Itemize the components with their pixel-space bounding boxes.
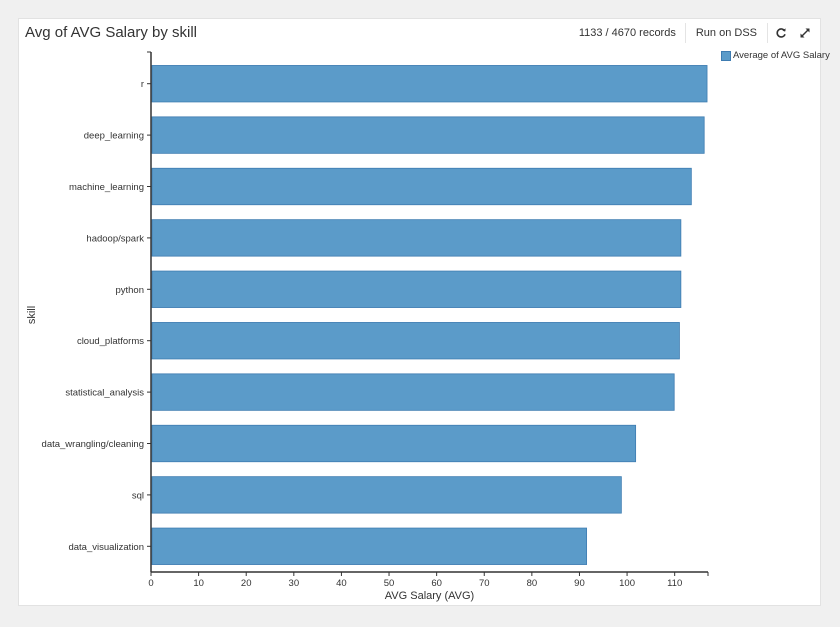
bar[interactable] <box>151 116 705 154</box>
x-tick-label: 20 <box>241 578 252 589</box>
x-tick-label: 50 <box>384 578 395 589</box>
toolbar-divider <box>684 23 686 43</box>
y-tick-label: python <box>115 285 144 296</box>
chart-legend[interactable]: Average of AVG Salary <box>721 50 830 61</box>
refresh-icon[interactable] <box>770 22 792 44</box>
x-tick-label: 90 <box>574 578 585 589</box>
x-tick-label: 30 <box>289 578 300 589</box>
toolbar-divider <box>767 23 768 43</box>
x-tick-label: 0 <box>148 578 153 589</box>
y-tick-label: statistical_analysis <box>65 388 144 399</box>
bar[interactable] <box>151 167 692 206</box>
bar[interactable] <box>151 65 708 103</box>
bar[interactable] <box>151 527 588 565</box>
x-tick-label: 10 <box>193 578 204 589</box>
bar[interactable] <box>151 270 682 308</box>
bar[interactable] <box>151 373 675 411</box>
y-tick-label: hadoop/spark <box>86 233 144 244</box>
y-tick-label: deep_learning <box>84 131 144 142</box>
x-tick-label: 40 <box>336 578 347 589</box>
x-tick-label: 70 <box>479 578 490 589</box>
bar[interactable] <box>151 322 680 360</box>
y-tick-label: data_wrangling/cleaning <box>42 439 144 450</box>
x-axis-title: AVG Salary (AVG) <box>385 590 474 602</box>
y-axis-title: skill <box>26 306 38 324</box>
y-tick-label: data_visualization <box>68 542 144 553</box>
legend-swatch <box>721 50 731 61</box>
x-tick-label: 100 <box>619 578 635 589</box>
legend-label: Average of AVG Salary <box>733 50 830 61</box>
y-tick-label: r <box>141 79 144 90</box>
bar[interactable] <box>151 424 637 463</box>
y-tick-label: cloud_platforms <box>77 336 144 347</box>
y-tick-label: machine_learning <box>69 182 144 193</box>
chart-toolbar: 1133 / 4670 records Run on DSS <box>570 19 820 47</box>
bar[interactable] <box>151 476 622 514</box>
x-tick-label: 110 <box>667 578 682 589</box>
chart-title: Avg of AVG Salary by skill <box>25 24 198 41</box>
expand-icon[interactable] <box>794 22 816 44</box>
y-tick-label: sql <box>132 490 144 501</box>
record-count: 1133 / 4670 records <box>578 27 676 39</box>
bar[interactable] <box>151 219 682 257</box>
x-tick-label: 80 <box>527 578 538 589</box>
run-on-dss-button[interactable]: Run on DSS <box>695 27 757 39</box>
x-tick-label: 60 <box>431 578 442 589</box>
